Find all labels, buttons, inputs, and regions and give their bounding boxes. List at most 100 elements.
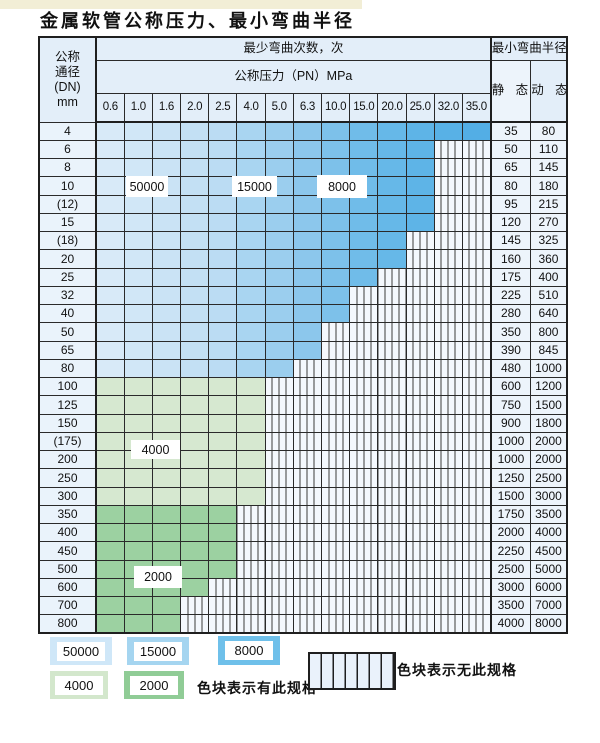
dn-cell: 600 (38, 577, 97, 598)
cycles-cell (208, 285, 238, 306)
cycles-cell (123, 522, 153, 543)
cycles-cell (320, 449, 351, 470)
cycles-cell (123, 468, 153, 488)
cycles-cell (461, 303, 492, 324)
cycles-cell (349, 212, 379, 233)
pressure-value-cell: 0.6 (95, 92, 125, 123)
cycles-cell (180, 194, 210, 214)
table-row: 350 1750 3500 (38, 504, 568, 525)
cycles-cell (123, 212, 153, 233)
cycles-cell (292, 358, 323, 379)
cycles-cell (433, 541, 463, 561)
cycles-cell (208, 267, 238, 287)
cycles-cell (433, 449, 463, 470)
dn-cell: 100 (38, 376, 97, 397)
dn-cell: 20 (38, 249, 97, 269)
cycles-cell (405, 431, 435, 452)
cycles-cell (377, 285, 407, 306)
cycles-cell (236, 157, 266, 178)
cycles-cell (123, 504, 153, 525)
cycles-cell (320, 595, 351, 616)
cycles-cell (208, 595, 238, 616)
cycles-cell (377, 340, 407, 360)
cycles-cell (95, 340, 125, 360)
static-radius-cell: 3500 (489, 595, 532, 616)
table-row: 10 80 180 (38, 176, 568, 196)
table-row: 25 175 400 (38, 267, 568, 287)
cycles-cell (461, 486, 492, 506)
cycles-cell (349, 376, 379, 397)
table-row: 700 3500 7000 (38, 595, 568, 616)
static-radius-cell: 35 (489, 121, 532, 141)
dynamic-radius-cell: 1500 (530, 395, 568, 415)
static-radius-cell: 600 (489, 376, 532, 397)
cycles-cell (264, 431, 294, 452)
cycles-cell (180, 468, 210, 488)
static-radius-cell: 160 (489, 249, 532, 269)
cycles-cell (236, 486, 266, 506)
cycles-cell (180, 449, 210, 470)
cycles-cell (377, 376, 407, 397)
cycles-cell (264, 121, 294, 141)
cycles-cell (292, 577, 323, 598)
legend-swatch-value: 15000 (134, 641, 182, 661)
cycles-cell (180, 230, 210, 251)
table-row: 450 2250 4500 (38, 541, 568, 561)
dynamic-radius-cell: 8000 (530, 614, 568, 634)
cycles-cell (461, 541, 492, 561)
table-row: 6 50 110 (38, 139, 568, 160)
cycles-cell (349, 413, 379, 433)
dynamic-radius-cell: 2000 (530, 431, 568, 452)
cycles-cell (292, 376, 323, 397)
cycles-cell (123, 486, 153, 506)
cycles-cell (433, 249, 463, 269)
zone-label: 15000 (232, 176, 277, 197)
cycles-cell (123, 249, 153, 269)
cycles-cell (264, 468, 294, 488)
scan-artifact-strip (0, 0, 362, 9)
cycles-cell (208, 413, 238, 433)
cycles-cell (433, 358, 463, 379)
table-row: 100 600 1200 (38, 376, 568, 397)
cycles-cell (292, 413, 323, 433)
cycles-cell (349, 395, 379, 415)
cycles-cell (264, 541, 294, 561)
dn-cell: 15 (38, 212, 97, 233)
cycles-cell (461, 340, 492, 360)
cycles-cell (349, 285, 379, 306)
cycles-cell (208, 322, 238, 342)
cycles-cell (377, 303, 407, 324)
cycles-cell (349, 303, 379, 324)
cycles-cell (349, 340, 379, 360)
cycles-cell (95, 285, 125, 306)
cycles-cell (461, 121, 492, 141)
cycles-cell (208, 176, 238, 196)
legend-swatch-value: 8000 (225, 641, 273, 660)
cycles-cell (461, 249, 492, 269)
static-radius-cell: 280 (489, 303, 532, 324)
pressure-value-cell: 35.0 (461, 92, 492, 123)
pressure-value-cell: 1.0 (123, 92, 153, 123)
dn-cell: 65 (38, 340, 97, 360)
cycles-cell (292, 139, 323, 160)
dynamic-radius-cell: 1000 (530, 358, 568, 379)
cycles-cell (292, 559, 323, 579)
cycles-cell (151, 139, 182, 160)
pressure-value-cell: 25.0 (405, 92, 435, 123)
legend-swatch-value: 4000 (55, 675, 103, 695)
dn-cell: (18) (38, 230, 97, 251)
cycles-cell (292, 541, 323, 561)
dn-cell: 150 (38, 413, 97, 433)
legend-has-spec-text: 色块表示有此规格 (197, 680, 317, 696)
dynamic-radius-cell: 1800 (530, 413, 568, 433)
pressure-value-cell: 4.0 (236, 92, 266, 123)
static-radius-cell: 80 (489, 176, 532, 196)
cycles-cell (180, 486, 210, 506)
cycles-cell (208, 139, 238, 160)
cycles-cell (151, 194, 182, 214)
cycles-cell (349, 267, 379, 287)
cycles-cell (461, 595, 492, 616)
dynamic-radius-cell: 6000 (530, 577, 568, 598)
cycles-cell (349, 486, 379, 506)
cycles-cell (405, 614, 435, 634)
